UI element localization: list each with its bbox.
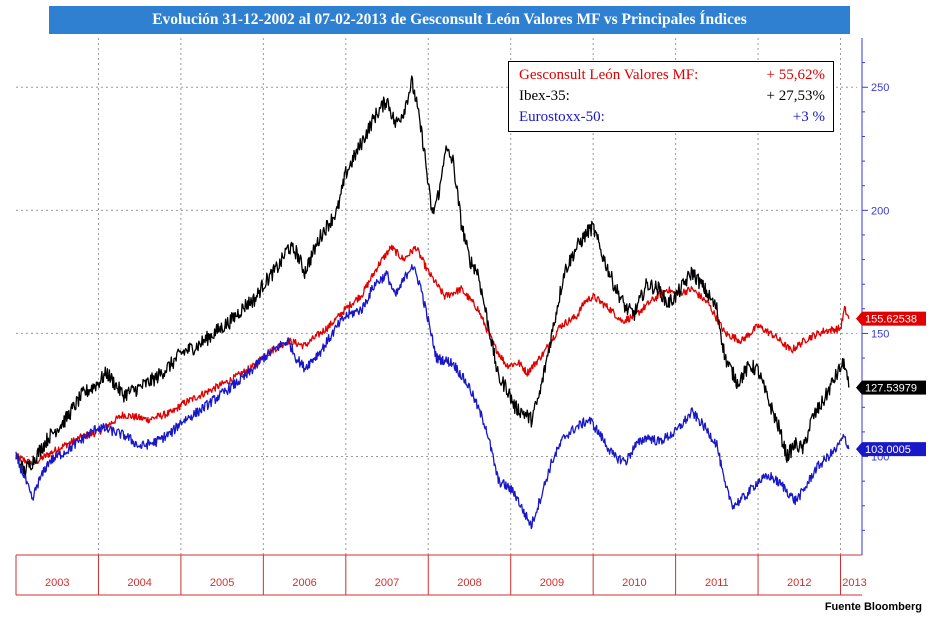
x-tick-label: 2012: [787, 577, 811, 589]
end-label-text-0: 155.62538: [865, 314, 917, 326]
end-label-arrow-0: [856, 311, 862, 326]
legend-label-ibex: Ibex-35:: [519, 88, 570, 104]
legend-row-ibex: Ibex-35: + 27,53%: [519, 86, 825, 107]
x-tick-label: 2008: [457, 577, 481, 589]
x-tick-label: 2006: [292, 577, 316, 589]
source-note: Fuente Bloomberg: [824, 601, 922, 613]
series-line-2: [15, 264, 850, 530]
legend-label-fund: Gesconsult León Valores MF:: [519, 67, 699, 83]
end-labels: 155.62538 127.53979 103.0005: [856, 311, 926, 457]
x-tick-label: 2004: [127, 577, 151, 589]
end-label-box-0: [862, 311, 926, 326]
x-tick-label: 2005: [210, 577, 234, 589]
legend: Gesconsult León Valores MF: + 55,62% Ibe…: [508, 61, 834, 132]
legend-value-ibex: + 27,53%: [766, 88, 825, 104]
x-tick-label: 2010: [622, 577, 646, 589]
x-tick-label: 2013: [842, 577, 866, 589]
x-tick-label: 2011: [705, 577, 729, 589]
legend-row-fund: Gesconsult León Valores MF: + 55,62%: [519, 65, 825, 86]
end-label-arrow-1: [856, 380, 862, 395]
y-tick-label: 200: [871, 205, 889, 217]
chart-title: Evolución 31-12-2002 al 07-02-2013 de Ge…: [49, 6, 850, 34]
y-tick-label: 250: [871, 82, 889, 94]
legend-label-eurostoxx: Eurostoxx-50:: [519, 109, 605, 125]
legend-row-eurostoxx: Eurostoxx-50: +3 %: [519, 107, 825, 128]
end-label-box-1: [862, 380, 926, 395]
end-label-text-2: 103.0005: [865, 444, 911, 456]
x-tick-label: 2009: [540, 577, 564, 589]
series-line-0: [15, 244, 850, 467]
end-label-box-2: [862, 442, 926, 457]
legend-value-eurostoxx: +3 %: [792, 109, 825, 125]
end-label-text-1: 127.53979: [865, 383, 917, 395]
end-label-arrow-2: [856, 442, 862, 457]
x-tick-label: 2007: [375, 577, 399, 589]
legend-value-fund: + 55,62%: [766, 67, 825, 83]
series-layer: [15, 75, 850, 530]
y-tick-label: 150: [871, 328, 889, 340]
series-line-1: [15, 75, 850, 477]
x-tick-label: 2003: [45, 577, 69, 589]
